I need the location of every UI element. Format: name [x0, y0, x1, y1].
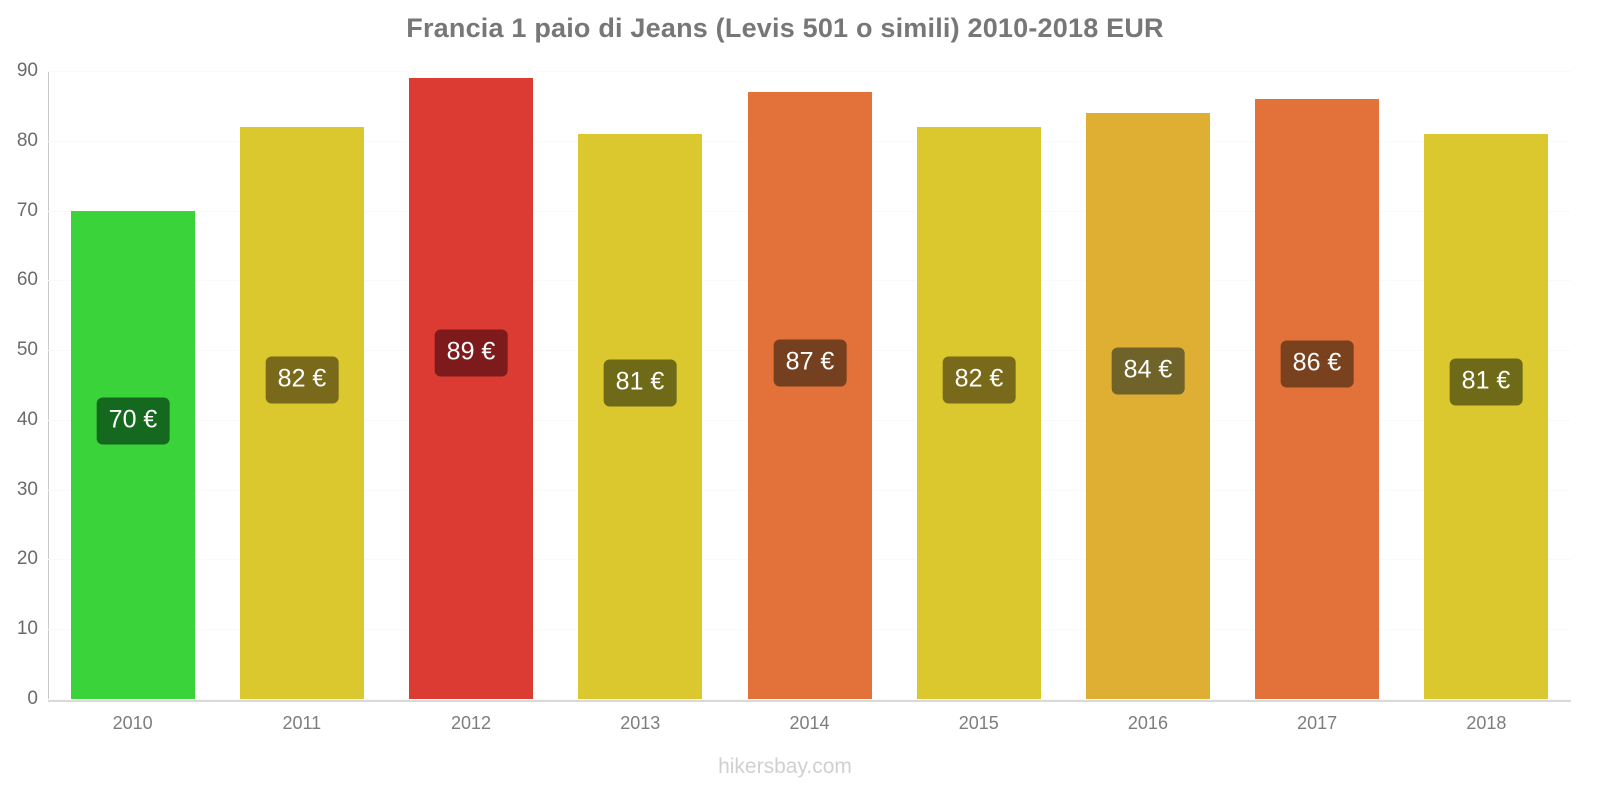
bar-value-label: 82 €: [265, 356, 339, 404]
bar[interactable]: [240, 126, 364, 699]
x-axis-tick-label: 2014: [789, 713, 830, 733]
bar[interactable]: [1086, 112, 1210, 699]
y-axis-tick-label: 80: [16, 129, 38, 151]
bar[interactable]: [578, 133, 702, 699]
y-axis-tick-label: 90: [16, 60, 38, 81]
x-axis-tick-label: 2018: [1466, 713, 1507, 733]
bar[interactable]: [1255, 98, 1379, 699]
x-axis-tick-label: 2010: [112, 713, 153, 733]
gridline: [48, 699, 1571, 700]
bar-value-label: 87 €: [773, 339, 847, 387]
bar-value-label: 89 €: [434, 329, 508, 377]
x-axis-tick-label: 2013: [620, 713, 661, 733]
bar-value-label: 86 €: [1280, 340, 1354, 388]
y-axis-tick-label: 70: [16, 199, 38, 221]
x-axis-tick-label: 2015: [958, 713, 999, 733]
x-axis-tick-label: 2016: [1127, 713, 1168, 733]
bar[interactable]: [1424, 133, 1548, 699]
bar[interactable]: [409, 77, 533, 699]
y-axis-tick-label: 10: [16, 618, 38, 640]
x-axis-tick-label: 2012: [451, 713, 492, 733]
y-axis-tick-label: 60: [16, 269, 38, 291]
x-axis-line: [48, 699, 1571, 702]
y-axis-line: [48, 71, 49, 699]
bar-value-label: 70 €: [96, 397, 170, 445]
bar[interactable]: [71, 210, 195, 699]
bar-value-label: 81 €: [1449, 358, 1523, 406]
bar-value-label: 82 €: [942, 356, 1016, 404]
gridline: [48, 71, 1571, 72]
footer-watermark: hikersbay.com: [718, 755, 852, 778]
y-axis-tick-label: 30: [16, 478, 38, 500]
x-axis-tick-label: 2017: [1297, 713, 1338, 733]
x-axis-tick-label: 2011: [282, 713, 322, 733]
bar[interactable]: [917, 126, 1041, 699]
y-axis-tick-label: 50: [16, 339, 38, 361]
bar-value-label: 84 €: [1111, 347, 1185, 395]
plot-area: 70 € 82 € 89 € 81 € 87 € 82 € 84 € 86 € 81 €: [48, 71, 1571, 700]
bar[interactable]: [748, 91, 872, 699]
y-axis-tick-label: 0: [27, 688, 38, 709]
bar-value-label: 81 €: [603, 359, 677, 407]
y-axis-tick-label: 20: [16, 548, 38, 570]
chart-title: Francia 1 paio di Jeans (Levis 501 o sim…: [406, 13, 1164, 43]
y-axis-tick-label: 40: [16, 408, 38, 430]
